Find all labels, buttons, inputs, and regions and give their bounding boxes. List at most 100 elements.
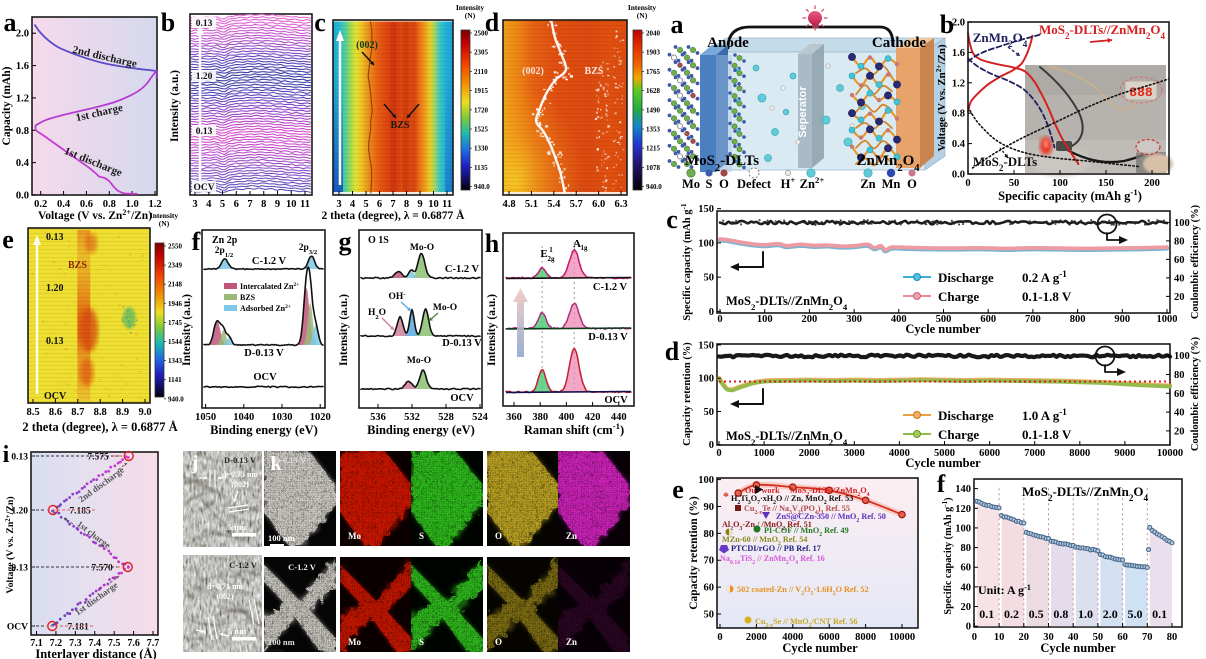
svg-text:1030: 1030 [272,412,293,423]
svg-text:D-0.13 V: D-0.13 V [588,332,628,343]
svg-text:8000: 8000 [855,632,876,643]
svg-text:a: a [4,8,17,37]
svg-text:100: 100 [698,374,714,385]
svg-text:420: 420 [585,412,601,423]
svg-text:9: 9 [275,199,280,210]
svg-text:Cathode: Cathode [872,35,927,51]
svg-text:528: 528 [438,412,454,423]
svg-text:10000: 10000 [889,632,915,643]
svg-text:0.4: 0.4 [57,199,71,210]
svg-text:9000: 9000 [1114,448,1135,459]
svg-text:(N): (N) [159,219,170,228]
svg-text:800: 800 [1070,314,1086,325]
svg-text:d: d [665,337,680,366]
svg-text:0.1-1.8 V: 0.1-1.8 V [1022,427,1072,442]
svg-text:O: O [907,177,917,191]
svg-text:Zn: Zn [860,177,875,191]
svg-text:Mo: Mo [348,637,361,647]
svg-text:100: 100 [1052,178,1068,189]
svg-text:360: 360 [506,412,522,423]
svg-text:60: 60 [961,563,972,574]
svg-text:400: 400 [891,314,907,325]
svg-text:Coulombic efficiency (%): Coulombic efficiency (%) [1190,204,1201,319]
svg-text:5: 5 [220,199,225,210]
svg-text:0.13: 0.13 [196,127,213,137]
svg-text:Intensity (a.u.): Intensity (a.u.) [169,70,181,142]
svg-text:5: 5 [363,199,368,210]
svg-text:11: 11 [442,199,452,210]
svg-text:6: 6 [377,199,382,210]
svg-text:2550: 2550 [168,243,183,251]
svg-text:d=0.75 nm: d=0.75 nm [222,470,258,479]
svg-text:5.4: 5.4 [547,199,561,210]
svg-text:60: 60 [1117,632,1128,643]
svg-text:BZS: BZS [391,120,410,131]
svg-text:0.6: 0.6 [80,199,93,210]
svg-text:1050: 1050 [195,412,216,423]
svg-text:2148: 2148 [168,281,183,289]
svg-text:OCV: OCV [193,183,214,193]
svg-text:S: S [419,637,424,647]
svg-text:0.2: 0.2 [1004,607,1019,621]
svg-text:150: 150 [698,340,714,351]
svg-text:150: 150 [1098,178,1114,189]
svg-text:3000: 3000 [844,448,865,459]
svg-text:6.3: 6.3 [614,199,627,210]
svg-text:Unit: A g-1: Unit: A g-1 [978,583,1031,598]
svg-text:1.2: 1.2 [148,199,161,210]
svg-text:BZS: BZS [68,260,87,271]
svg-text:MoS2-DLTs//ZnMn2O4: MoS2-DLTs//ZnMn2O4 [726,294,848,312]
svg-text:D-0.13 V: D-0.13 V [274,455,307,465]
svg-text:C-1.2 V: C-1.2 V [288,562,317,572]
svg-text:70: 70 [1142,632,1153,643]
svg-text:O 1S: O 1S [368,235,389,246]
svg-text:0: 0 [717,632,722,643]
svg-text:940.0: 940.0 [474,183,490,191]
svg-text:0.0: 0.0 [16,191,29,202]
svg-text:50: 50 [1009,178,1020,189]
svg-text:(002): (002) [216,592,234,601]
svg-text:5 nm: 5 nm [228,522,246,532]
svg-text:1.6: 1.6 [16,61,29,72]
svg-text:140: 140 [955,484,971,495]
svg-text:1.0: 1.0 [1078,607,1093,621]
svg-text:0: 0 [717,314,722,325]
svg-text:OCV: OCV [44,391,67,402]
svg-text:Capacity retention (%): Capacity retention (%) [688,496,700,610]
svg-text:70: 70 [704,556,715,567]
svg-text:2305: 2305 [474,49,489,57]
svg-text:PTCDI/rGO // PB Ref. 17: PTCDI/rGO // PB Ref. 17 [731,544,821,553]
svg-text:1141: 1141 [168,376,182,384]
svg-text:Zn: Zn [566,637,577,647]
svg-text:Specific capacity (mAh g-1): Specific capacity (mAh g-1) [941,497,954,614]
svg-text:b: b [940,10,954,39]
svg-text:c: c [666,205,678,234]
svg-text:H2O: H2O [368,308,386,321]
svg-text:a: a [671,10,684,39]
svg-text:O: O [495,637,502,647]
svg-text:1544: 1544 [168,338,183,346]
svg-text:1135: 1135 [474,164,488,172]
svg-text:1765: 1765 [646,68,661,76]
svg-text:Seperator: Seperator [797,86,809,138]
svg-text:e: e [672,475,684,504]
svg-text:h: h [485,229,500,258]
svg-text:0: 0 [709,440,714,451]
svg-text:0: 0 [972,632,977,643]
svg-text:(002): (002) [231,480,249,489]
svg-text:(N): (N) [465,11,476,20]
svg-text:10: 10 [994,632,1005,643]
svg-text:6: 6 [234,199,239,210]
svg-text:40: 40 [1174,273,1185,284]
svg-text:90: 90 [704,502,715,513]
svg-text:Discharge: Discharge [938,408,994,423]
svg-text:7: 7 [247,199,252,210]
svg-text:7.6: 7.6 [127,638,140,649]
svg-text:2.0: 2.0 [16,29,29,40]
svg-text:0.13: 0.13 [11,453,28,463]
svg-text:S: S [706,177,713,191]
svg-text:1353: 1353 [646,126,661,134]
svg-text:0.8: 0.8 [16,126,29,137]
svg-text:f: f [192,227,201,256]
svg-text:5.1: 5.1 [525,199,538,210]
